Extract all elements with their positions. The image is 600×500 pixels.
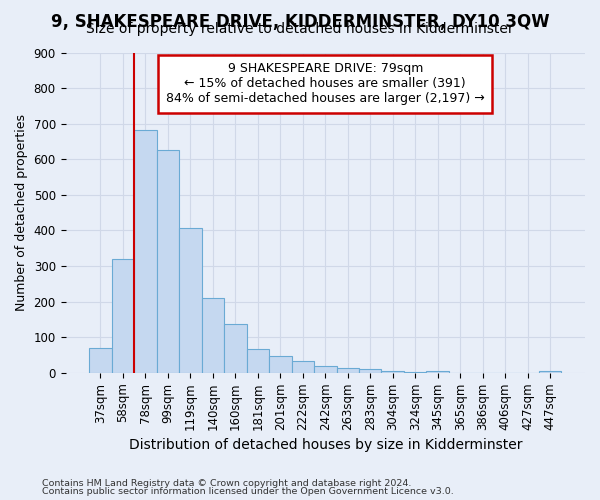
X-axis label: Distribution of detached houses by size in Kidderminster: Distribution of detached houses by size … <box>128 438 522 452</box>
Bar <box>202 298 224 373</box>
Text: 9 SHAKESPEARE DRIVE: 79sqm
← 15% of detached houses are smaller (391)
84% of sem: 9 SHAKESPEARE DRIVE: 79sqm ← 15% of deta… <box>166 62 485 105</box>
Bar <box>112 260 134 373</box>
Bar <box>337 368 359 373</box>
Bar <box>247 348 269 373</box>
Bar <box>89 348 112 373</box>
Bar <box>157 150 179 373</box>
Bar <box>269 356 292 373</box>
Bar <box>359 370 382 373</box>
Bar <box>539 371 562 373</box>
Bar <box>427 371 449 373</box>
Bar <box>292 362 314 373</box>
Bar <box>224 324 247 373</box>
Text: Size of property relative to detached houses in Kidderminster: Size of property relative to detached ho… <box>86 22 514 36</box>
Text: Contains public sector information licensed under the Open Government Licence v3: Contains public sector information licen… <box>42 487 454 496</box>
Text: Contains HM Land Registry data © Crown copyright and database right 2024.: Contains HM Land Registry data © Crown c… <box>42 478 412 488</box>
Bar <box>314 366 337 373</box>
Bar <box>179 228 202 373</box>
Bar <box>382 371 404 373</box>
Y-axis label: Number of detached properties: Number of detached properties <box>15 114 28 311</box>
Bar <box>134 130 157 373</box>
Text: 9, SHAKESPEARE DRIVE, KIDDERMINSTER, DY10 3QW: 9, SHAKESPEARE DRIVE, KIDDERMINSTER, DY1… <box>50 12 550 30</box>
